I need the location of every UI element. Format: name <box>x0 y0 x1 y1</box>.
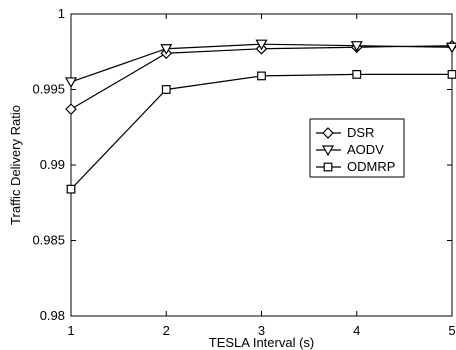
series-point-odmrp-5 <box>447 69 456 79</box>
series-layer <box>64 39 456 194</box>
series-point-odmrp-3 <box>257 71 266 81</box>
y-tick-label-1: 1 <box>58 6 65 21</box>
legend-label-odmrp: ODMRP <box>347 159 395 174</box>
legend-item-aodv: AODV <box>316 142 384 157</box>
x-tick-label-2: 2 <box>163 323 170 338</box>
x-tick-label-4: 4 <box>353 323 360 338</box>
y-tick-label-0-99: 0.99 <box>40 157 65 172</box>
y-tick-label-0-995: 0.995 <box>32 82 65 97</box>
series-point-aodv-2 <box>160 44 173 55</box>
series-point-aodv-4 <box>350 41 363 52</box>
series-point-aodv-3 <box>255 39 268 51</box>
series-point-aodv-5 <box>445 42 456 54</box>
x-tick-label-3: 3 <box>258 323 265 338</box>
legend-label-dsr: DSR <box>347 125 374 140</box>
axis-titles: TESLA Interval (s) Traffic Delivery Ratio <box>8 105 314 350</box>
series-point-odmrp-1 <box>66 184 76 194</box>
x-axis-title: TESLA Interval (s) <box>209 335 314 350</box>
series-point-odmrp-4 <box>352 69 362 79</box>
y-axis-title: Traffic Delivery Ratio <box>8 105 23 225</box>
y-tick-label-0-98: 0.98 <box>40 308 65 323</box>
legend-marker-dsr <box>322 127 334 139</box>
x-tick-label-5: 5 <box>448 323 455 338</box>
legend-marker-odmrp <box>323 162 333 172</box>
series-point-aodv-1 <box>64 77 78 89</box>
y-tick-label-0-985: 0.985 <box>32 233 65 248</box>
series-aodv <box>64 39 456 89</box>
legend-marker-aodv <box>321 145 335 157</box>
series-point-dsr-1 <box>65 103 77 115</box>
legend: DSR AODV ODMRP <box>309 118 405 178</box>
legend-label-aodv: AODV <box>347 142 384 157</box>
legend-item-odmrp: ODMRP <box>316 159 395 174</box>
legend-item-dsr: DSR <box>316 125 374 140</box>
x-tick-label-1: 1 <box>67 323 74 338</box>
series-odmrp <box>66 69 456 194</box>
tick-labels: 1 2 3 4 5 0.98 0.985 0.99 0.995 1 <box>32 6 455 338</box>
series-point-odmrp-2 <box>161 85 171 94</box>
